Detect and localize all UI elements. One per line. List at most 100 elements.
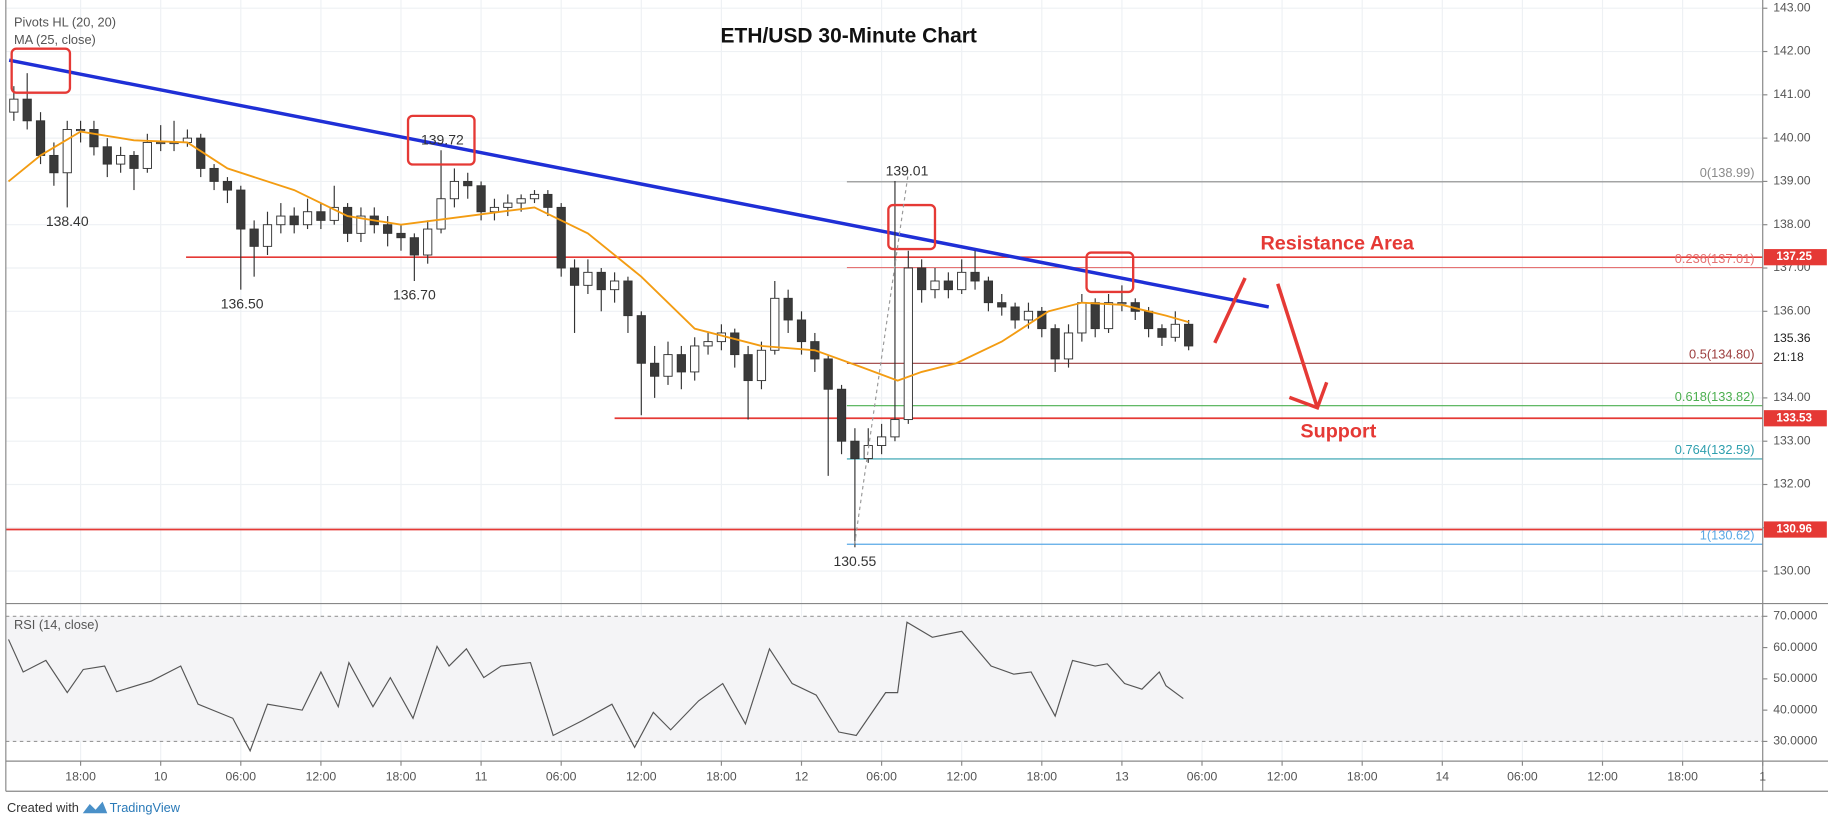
candle-body (436, 198, 446, 230)
arrow-up-stroke (1213, 277, 1247, 344)
rsi-line (7, 621, 1184, 753)
x-tick-label: 18:00 (706, 770, 737, 784)
candle-body (449, 180, 460, 200)
x-tick-label: 10 (154, 770, 168, 784)
candle-body (596, 271, 606, 291)
indicator-label: Pivots HL (20, 20) (14, 15, 116, 30)
candle-body (1184, 323, 1194, 347)
candle-body (1077, 302, 1087, 334)
candle-body (556, 206, 566, 269)
candle-body (209, 167, 219, 182)
y-tick-label: 139.00 (1773, 174, 1811, 188)
candle-body (142, 141, 152, 169)
candle-body (156, 141, 166, 145)
pivot-low-label: 136.70 (393, 287, 436, 303)
candle-body (116, 154, 126, 165)
candle-body (129, 154, 139, 169)
candle-body (957, 271, 967, 291)
candle-body (756, 349, 767, 382)
footer-prefix: Created with (7, 800, 79, 815)
rsi-band (5, 616, 1763, 742)
price-box-label: 130.96 (1776, 523, 1812, 536)
candle-body (690, 345, 700, 373)
y-tick-label: 70.0000 (1773, 609, 1817, 623)
indicator-label: MA (25, close) (14, 32, 96, 47)
candle-body (770, 297, 780, 351)
y-tick-label: 138.00 (1773, 217, 1811, 231)
countdown-label: 21:18 (1773, 350, 1804, 364)
x-tick-label: 18:00 (1027, 770, 1058, 784)
pivot-low-label: 136.50 (221, 295, 264, 311)
candle-body (623, 280, 633, 317)
pivot-high-label: 139.01 (886, 162, 929, 178)
candle-body (262, 224, 273, 247)
x-tick-label: 12:00 (946, 770, 977, 784)
x-tick-label: 18:00 (1347, 770, 1378, 784)
candle-body (276, 215, 286, 226)
y-tick-label: 133.00 (1773, 433, 1811, 447)
candle-body (62, 128, 72, 174)
candle-body (676, 354, 686, 373)
indicator-label: RSI (14, close) (14, 617, 99, 632)
grid-layer (5, 0, 1764, 762)
x-tick-label: 12 (795, 770, 809, 784)
y-tick-label: 130.00 (1773, 563, 1811, 577)
candle-body (316, 211, 326, 221)
price-box-label: 133.53 (1776, 411, 1812, 424)
candle-body (917, 267, 927, 291)
y-tick-label: 60.0000 (1773, 640, 1817, 654)
candle-body (609, 280, 620, 291)
candle-body (489, 206, 500, 213)
candle-body (703, 341, 713, 347)
candle-body (943, 280, 953, 291)
candle-body (997, 302, 1007, 308)
candle-body (1170, 323, 1180, 338)
candle-body (796, 319, 807, 343)
price-box (1763, 249, 1827, 266)
candle-body (1117, 302, 1127, 305)
y-tick-label: 136.00 (1773, 304, 1811, 318)
candle-body (1090, 302, 1100, 330)
x-tick-label: 1 (1759, 770, 1766, 784)
x-tick-label: 11 (475, 770, 488, 784)
candle-body (289, 215, 299, 226)
candle-body (876, 436, 887, 446)
candle-body (1103, 302, 1114, 330)
candle-body (102, 146, 112, 165)
candle-body (529, 193, 540, 200)
annotation: Resistance Area (1260, 233, 1414, 255)
candle-body (503, 202, 513, 208)
footer-brand[interactable]: TradingView (110, 800, 181, 815)
x-tick-label: 06:00 (1187, 770, 1218, 784)
candle-body (9, 98, 19, 113)
y-tick-label: 141.00 (1773, 87, 1811, 101)
y-tick-label: 50.0000 (1773, 671, 1817, 685)
arrow-head (1288, 381, 1329, 411)
candle-body (356, 215, 366, 234)
fib-label: 0.5(134.80) (1689, 347, 1755, 362)
candle-body (1050, 328, 1060, 360)
candle-body (1037, 310, 1047, 330)
candle-body (516, 198, 526, 204)
candle-body (663, 354, 673, 377)
candle-body (636, 315, 646, 364)
candle-body (836, 388, 847, 442)
y-tick-label: 134.00 (1773, 390, 1811, 404)
candle-body (49, 154, 59, 174)
trendline (8, 58, 1270, 309)
candle-body (423, 228, 433, 256)
candle-body (823, 358, 833, 390)
candle-body (302, 211, 313, 226)
highlight-box (10, 47, 72, 94)
candle-body (396, 232, 406, 239)
candle-body (222, 180, 233, 191)
candle-body (329, 206, 339, 221)
candle-body (463, 180, 473, 187)
candle-body (569, 267, 580, 286)
highlight-box (1085, 251, 1135, 294)
price-box-label: 137.25 (1776, 250, 1812, 263)
x-tick-label: 06:00 (1507, 770, 1538, 784)
pivot-low-label: 130.55 (834, 553, 877, 569)
x-tick-label: 12:00 (1587, 770, 1618, 784)
